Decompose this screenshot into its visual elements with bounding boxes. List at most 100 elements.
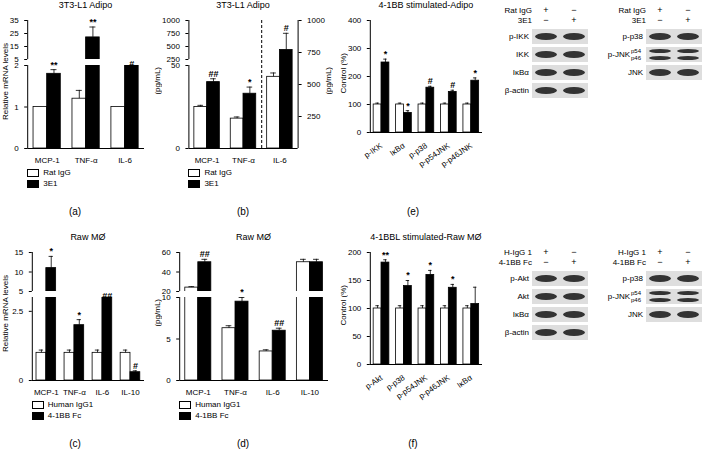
svg-text:MCP-1: MCP-1 xyxy=(35,156,60,165)
svg-text:10: 10 xyxy=(162,293,171,302)
svg-text:#: # xyxy=(129,59,134,69)
svg-text:−: − xyxy=(543,257,548,267)
svg-text:10: 10 xyxy=(14,268,23,277)
svg-text:+: + xyxy=(685,15,690,25)
svg-text:0: 0 xyxy=(357,128,362,137)
svg-text:p-p38: p-p38 xyxy=(623,32,644,41)
svg-text:H-IgG 1: H-IgG 1 xyxy=(504,248,533,257)
svg-text:3E1: 3E1 xyxy=(518,16,533,25)
svg-text:p-JNK: p-JNK xyxy=(608,292,631,301)
svg-text:#: # xyxy=(284,23,289,33)
svg-text:##: ## xyxy=(102,291,112,301)
svg-text:200: 200 xyxy=(348,72,362,81)
svg-text:*: * xyxy=(384,49,388,59)
svg-text:#: # xyxy=(428,76,433,86)
svg-text:p54: p54 xyxy=(631,48,642,54)
svg-text:−: − xyxy=(657,257,662,267)
svg-text:1000: 1000 xyxy=(307,16,325,25)
svg-text:IκBα: IκBα xyxy=(388,141,407,158)
svg-text:p-JNK: p-JNK xyxy=(608,50,631,59)
svg-text:*: * xyxy=(49,246,53,256)
svg-text:−: − xyxy=(685,247,690,257)
svg-text:TNF-α: TNF-α xyxy=(63,388,86,397)
svg-text:4-1BB Fc: 4-1BB Fc xyxy=(613,258,646,267)
svg-text:150: 150 xyxy=(348,276,362,285)
svg-text:p-IKK: p-IKK xyxy=(509,32,530,41)
svg-text:β-actin: β-actin xyxy=(505,328,529,337)
svg-text:500: 500 xyxy=(167,42,181,51)
svg-text:**: ** xyxy=(50,60,58,70)
svg-text:IKK: IKK xyxy=(516,50,530,59)
svg-text:p-Akt: p-Akt xyxy=(364,373,385,392)
svg-text:+: + xyxy=(657,247,662,257)
svg-text:p54: p54 xyxy=(631,290,642,296)
svg-text:p-Akt: p-Akt xyxy=(510,274,529,283)
svg-text:0: 0 xyxy=(357,360,362,369)
svg-text:750: 750 xyxy=(167,29,181,38)
svg-text:IL-6: IL-6 xyxy=(118,156,132,165)
svg-text:2.5: 2.5 xyxy=(12,307,24,316)
svg-text:JNK: JNK xyxy=(628,310,644,319)
svg-text:*: * xyxy=(248,77,252,87)
svg-text:35: 35 xyxy=(10,16,19,25)
svg-text:*: * xyxy=(406,101,410,111)
svg-text:p-p38: p-p38 xyxy=(623,274,644,283)
svg-text:*: * xyxy=(406,270,410,280)
svg-text:*: * xyxy=(451,274,455,284)
svg-text:TNF-α: TNF-α xyxy=(75,156,98,165)
svg-text:p-p46JNK: p-p46JNK xyxy=(417,373,452,401)
svg-text:Rat IgG: Rat IgG xyxy=(504,6,532,15)
svg-text:MCP-1: MCP-1 xyxy=(195,156,220,165)
svg-text:IL-6: IL-6 xyxy=(273,156,287,165)
svg-text:##: ## xyxy=(208,69,218,79)
svg-text:750: 750 xyxy=(307,48,321,57)
svg-text:IL-10: IL-10 xyxy=(121,388,140,397)
svg-text:**: ** xyxy=(89,17,97,27)
svg-text:−: − xyxy=(571,5,576,15)
svg-text:+: + xyxy=(657,5,662,15)
svg-text:IκBα: IκBα xyxy=(513,68,530,77)
svg-text:*: * xyxy=(473,68,477,78)
svg-text:TNF-α: TNF-α xyxy=(232,156,255,165)
svg-text:1: 1 xyxy=(14,103,19,112)
svg-text:2: 2 xyxy=(14,61,19,70)
svg-text:15: 15 xyxy=(10,42,19,51)
svg-text:200: 200 xyxy=(348,248,362,257)
svg-text:0: 0 xyxy=(19,376,24,385)
svg-text:−: − xyxy=(543,15,548,25)
svg-text:100: 100 xyxy=(348,304,362,313)
svg-text:*: * xyxy=(429,260,433,270)
svg-text:IL-6: IL-6 xyxy=(96,388,110,397)
svg-text:50: 50 xyxy=(171,61,180,70)
svg-text:5: 5 xyxy=(166,335,171,344)
svg-text:+: + xyxy=(543,5,548,15)
svg-text:+: + xyxy=(571,257,576,267)
svg-text:+: + xyxy=(571,15,576,25)
svg-text:25: 25 xyxy=(10,29,19,38)
svg-text:p46: p46 xyxy=(631,297,642,303)
svg-text:H-IgG 1: H-IgG 1 xyxy=(618,248,647,257)
svg-text:**: ** xyxy=(382,250,390,260)
svg-text:TNF-α: TNF-α xyxy=(224,388,247,397)
svg-text:−: − xyxy=(657,15,662,25)
svg-text:##: ## xyxy=(274,318,284,328)
svg-text:#: # xyxy=(450,80,455,90)
svg-text:p46: p46 xyxy=(631,55,642,61)
svg-text:MCP-1: MCP-1 xyxy=(186,388,211,397)
svg-text:0: 0 xyxy=(166,376,171,385)
svg-text:p-IKK: p-IKK xyxy=(363,141,385,160)
svg-text:5: 5 xyxy=(19,287,24,296)
svg-text:60: 60 xyxy=(162,248,171,257)
svg-text:4-1BB Fc: 4-1BB Fc xyxy=(499,258,532,267)
svg-text:250: 250 xyxy=(307,112,321,121)
svg-text:#: # xyxy=(133,361,138,371)
svg-text:−: − xyxy=(571,247,576,257)
svg-text:IL-6: IL-6 xyxy=(266,388,280,397)
svg-text:500: 500 xyxy=(307,80,321,89)
svg-text:+: + xyxy=(543,247,548,257)
svg-text:*: * xyxy=(240,287,244,297)
svg-text:+: + xyxy=(685,257,690,267)
svg-text:40: 40 xyxy=(162,268,171,277)
svg-text:300: 300 xyxy=(348,44,362,53)
svg-text:*: * xyxy=(78,310,82,320)
